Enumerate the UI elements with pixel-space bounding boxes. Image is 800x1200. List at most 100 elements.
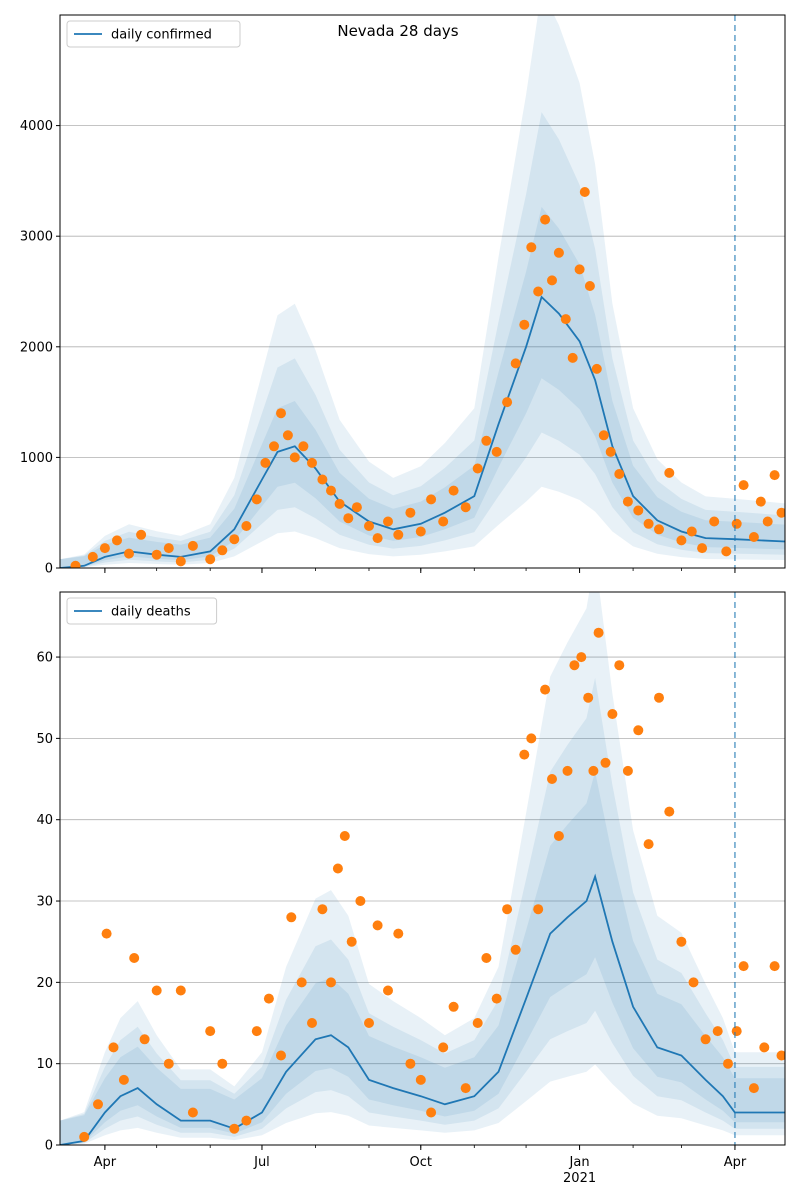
data-point xyxy=(372,920,383,931)
data-point xyxy=(591,363,602,374)
data-point xyxy=(415,1074,426,1085)
data-point xyxy=(584,281,595,291)
data-point xyxy=(600,757,611,768)
data-point xyxy=(187,540,198,551)
data-point xyxy=(553,831,564,841)
uncertainty-band xyxy=(60,592,785,1145)
data-point xyxy=(731,518,742,529)
data-point xyxy=(709,516,720,527)
y-tick-label: 50 xyxy=(36,732,53,747)
data-point xyxy=(762,516,773,527)
data-point xyxy=(614,469,625,479)
data-point xyxy=(686,526,697,537)
data-point xyxy=(519,749,530,760)
data-point xyxy=(688,977,699,988)
x-tick-label: Apr xyxy=(724,1155,747,1170)
data-point xyxy=(700,1034,711,1045)
axes-frame xyxy=(59,591,786,1146)
data-point xyxy=(593,627,604,638)
data-point xyxy=(712,1026,723,1037)
data-point xyxy=(448,1001,459,1012)
data-point xyxy=(526,733,537,744)
data-point xyxy=(567,352,578,363)
data-point xyxy=(643,839,654,850)
data-point xyxy=(540,214,551,225)
y-tick-label: 30 xyxy=(36,895,53,910)
deaths-panel: 0 10 20 30 40 50 60 Apr Jul Oct Jan Apr daily deaths xyxy=(36,591,786,1170)
data-point xyxy=(731,1026,742,1037)
data-point xyxy=(588,765,599,776)
data-point xyxy=(460,1083,471,1094)
data-point xyxy=(438,516,449,527)
data-point xyxy=(118,1074,129,1085)
data-point xyxy=(748,532,759,542)
confirmed-panel: 0 1000 2000 3000 4000 daily confirmed xyxy=(20,14,786,577)
data-point xyxy=(697,543,708,554)
data-point xyxy=(519,319,530,330)
figure-title: Nevada 28 days xyxy=(337,22,458,40)
data-point xyxy=(296,977,307,988)
data-point xyxy=(276,408,286,419)
data-point xyxy=(326,977,336,988)
data-point xyxy=(241,521,252,531)
data-point xyxy=(426,494,437,505)
data-point xyxy=(317,474,328,485)
data-point xyxy=(569,660,580,671)
data-point xyxy=(654,524,664,535)
data-point xyxy=(622,496,633,507)
x-tick-label: Jan xyxy=(569,1155,590,1170)
data-point xyxy=(633,505,644,516)
data-point xyxy=(748,1083,759,1094)
data-point xyxy=(229,534,240,545)
data-point xyxy=(738,961,749,972)
y-tick-label: 2000 xyxy=(20,340,53,355)
data-point xyxy=(307,457,317,468)
plot-area xyxy=(60,15,785,568)
data-point xyxy=(769,961,780,972)
data-point xyxy=(217,1058,228,1069)
data-point xyxy=(676,535,687,546)
data-point xyxy=(481,953,492,963)
data-point xyxy=(79,1131,90,1142)
y-tick-label: 0 xyxy=(45,562,53,577)
y-tick-label: 60 xyxy=(36,651,53,666)
data-point xyxy=(317,904,328,915)
y-tick-label: 3000 xyxy=(20,230,53,245)
data-point xyxy=(175,985,186,996)
data-point xyxy=(326,485,336,496)
data-point xyxy=(70,560,81,568)
x-tick-label: Apr xyxy=(94,1155,117,1170)
data-point xyxy=(163,543,174,554)
data-point xyxy=(355,896,366,906)
data-point xyxy=(633,725,644,736)
data-point xyxy=(217,545,228,556)
data-point xyxy=(393,928,404,939)
data-point xyxy=(151,549,162,560)
data-point xyxy=(343,513,354,524)
data-point xyxy=(583,692,594,703)
data-point xyxy=(415,526,426,537)
data-point xyxy=(426,1107,437,1118)
legend-label: daily confirmed xyxy=(111,28,212,43)
data-point xyxy=(339,831,350,841)
data-point xyxy=(472,463,483,474)
data-point xyxy=(738,480,749,491)
data-point xyxy=(526,242,537,253)
data-point xyxy=(364,521,374,531)
data-point xyxy=(755,496,766,507)
data-point xyxy=(614,660,625,671)
y-tick-label: 4000 xyxy=(20,119,53,134)
data-point xyxy=(99,543,110,554)
data-point xyxy=(289,452,300,463)
y-tick-label: 40 xyxy=(36,813,53,828)
data-point xyxy=(276,1050,286,1061)
data-point xyxy=(346,936,357,947)
data-point xyxy=(205,554,216,565)
legend-box xyxy=(66,20,241,48)
data-point xyxy=(241,1115,252,1126)
data-point xyxy=(643,518,654,529)
data-point xyxy=(547,774,557,784)
uncertainty-band xyxy=(60,677,785,1145)
data-point xyxy=(562,765,573,776)
